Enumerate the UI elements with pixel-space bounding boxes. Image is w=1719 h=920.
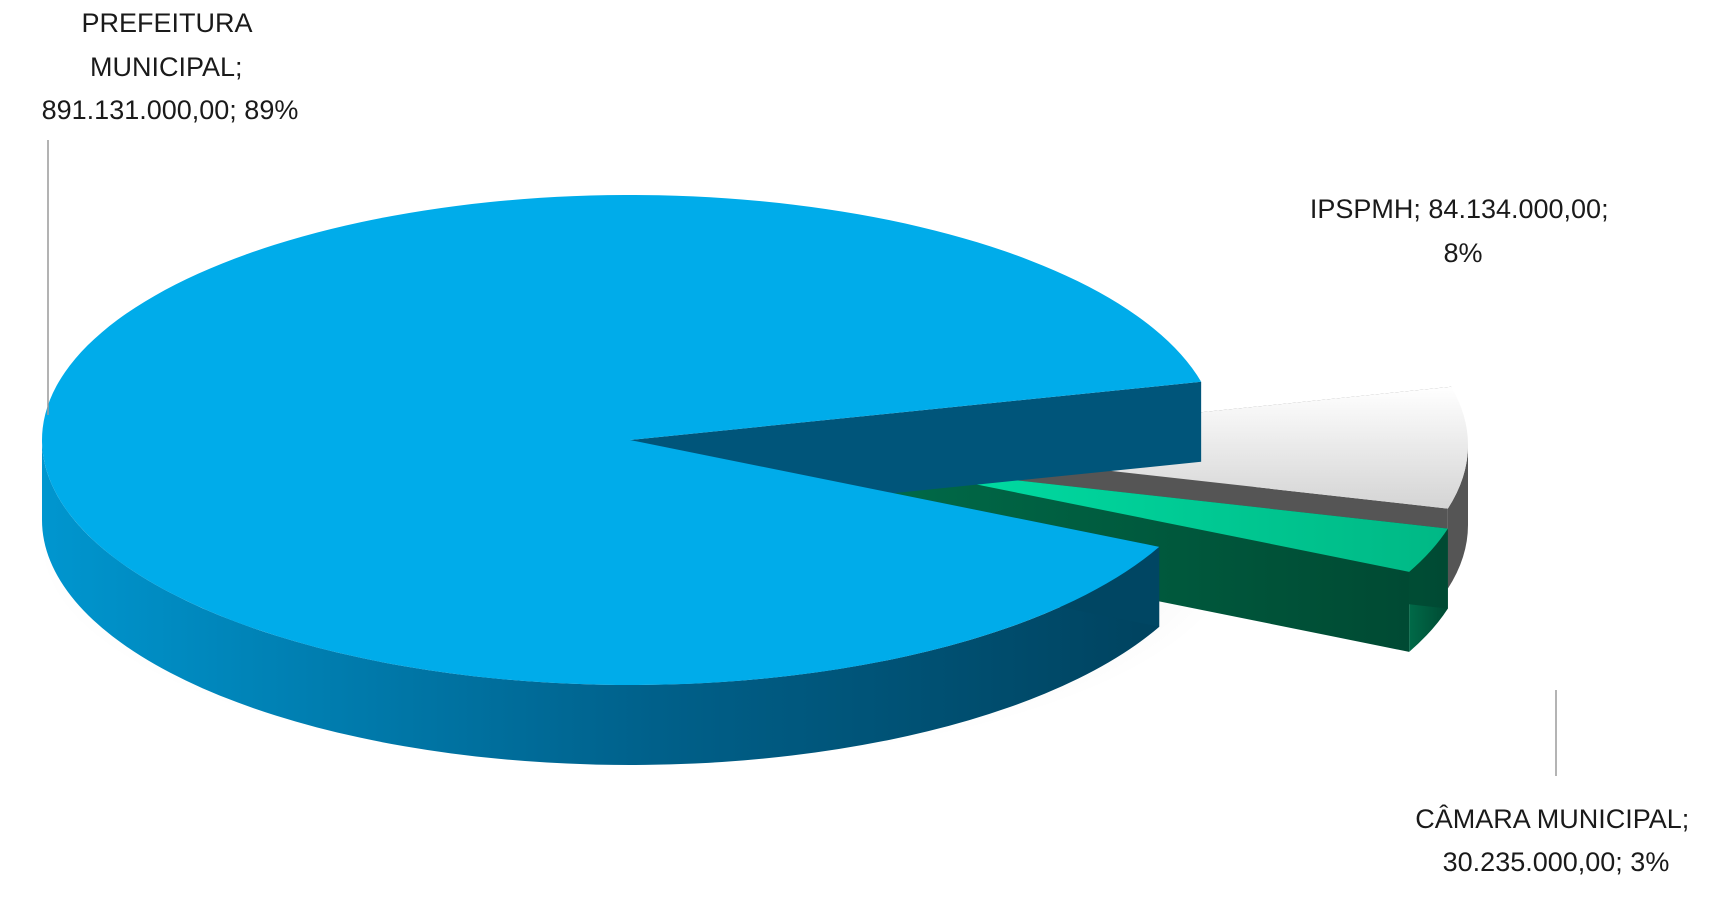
data-labels: PREFEITURA MUNICIPAL; 891.131.000,00; 89…: [42, 8, 1697, 877]
slice-prefeitura: [42, 194, 1202, 765]
pie-slices: [37, 194, 1468, 766]
label-camara: CÂMARA MUNICIPAL; 30.235.000,00; 3%: [1415, 803, 1697, 877]
label-prefeitura: PREFEITURA MUNICIPAL; 891.131.000,00; 89…: [42, 8, 299, 125]
label-ipspmh: IPSPMH; 84.134.000,00; 8%: [1310, 194, 1616, 268]
